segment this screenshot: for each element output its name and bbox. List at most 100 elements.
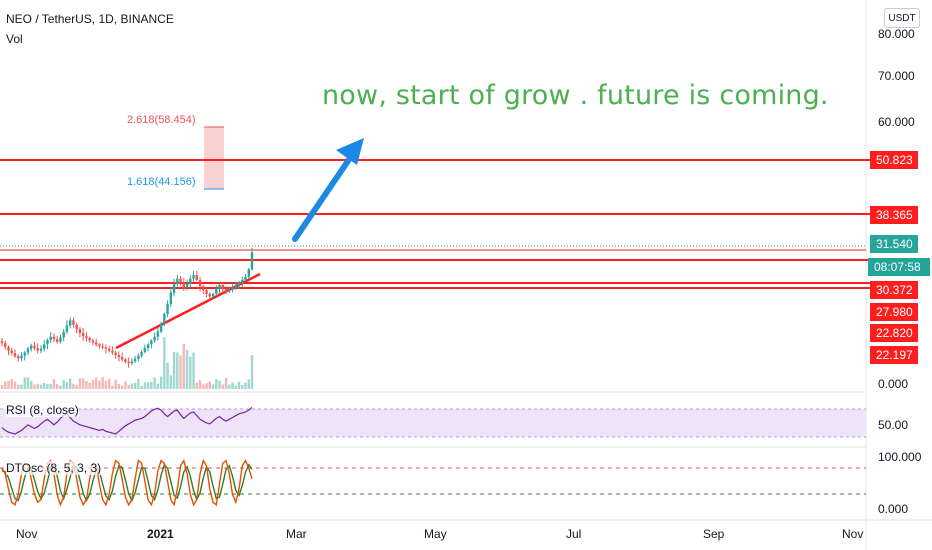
candle-body: [46, 339, 49, 345]
volume-label: Vol: [6, 32, 23, 46]
candle-body: [250, 252, 254, 270]
volume-bar: [127, 384, 130, 389]
candlestick-series: [0, 247, 254, 368]
candle-body: [231, 287, 234, 291]
volume-bar: [163, 337, 166, 389]
candle-body: [26, 348, 30, 353]
time-axis-label: Sep: [703, 527, 725, 541]
volume-bar: [104, 380, 108, 389]
volume-bar: [75, 384, 78, 389]
candle-body: [88, 338, 91, 341]
volume-bar: [247, 379, 250, 389]
currency-button[interactable]: USDT: [884, 8, 920, 28]
candle-body: [176, 278, 179, 284]
candle-body: [218, 285, 221, 289]
price-tag-22820: 22.820: [870, 324, 918, 342]
candle-body: [49, 336, 52, 340]
volume-bar: [195, 382, 199, 389]
price-tag-30372: 30.372: [870, 281, 918, 299]
volume-bar: [107, 378, 111, 389]
volume-bar: [78, 378, 82, 389]
candle-body: [198, 279, 202, 287]
volume-bar: [189, 356, 192, 389]
volume-bar: [124, 381, 127, 389]
candle-body: [179, 278, 182, 283]
volume-bar: [179, 355, 182, 389]
volume-bar: [221, 384, 224, 389]
candle-body: [39, 348, 43, 351]
candle-body: [205, 290, 208, 294]
candle-body: [104, 347, 108, 349]
volume-bar: [39, 384, 43, 389]
price-tag-38365: 38.365: [870, 206, 918, 224]
candle-body: [68, 320, 72, 326]
annotation-text[interactable]: now, start of grow . future is coming.: [322, 80, 829, 111]
volume-bar: [59, 385, 62, 389]
candle-body: [215, 288, 218, 294]
candle-body: [185, 283, 189, 288]
symbol-title[interactable]: NEO / TetherUS, 1D, BINANCE: [6, 12, 174, 26]
candle-body: [52, 336, 56, 340]
volume-bar: [182, 344, 186, 389]
candle-body: [124, 359, 127, 362]
volume-bar: [169, 375, 173, 389]
candle-body: [211, 293, 215, 297]
volume-bar: [143, 382, 147, 389]
volume-bar: [62, 380, 65, 389]
candle-body: [140, 351, 143, 356]
candle-body: [117, 355, 121, 357]
volume-bar: [52, 379, 56, 389]
price-axis-tick: 80.000: [878, 27, 915, 41]
candle-body: [43, 344, 46, 349]
volume-bar: [111, 385, 114, 389]
volume-bar: [208, 381, 211, 389]
candle-body: [237, 282, 241, 286]
dtosc-label[interactable]: DTOsc (8, 5, 3, 3): [6, 461, 102, 475]
volume-bar: [17, 384, 20, 389]
volume-bar: [176, 352, 179, 389]
volume-bar: [159, 376, 163, 389]
candle-body: [81, 332, 85, 337]
candle-body: [247, 269, 250, 277]
candle-body: [241, 279, 244, 283]
candle-body: [208, 293, 211, 297]
candle-body: [111, 350, 114, 353]
dtosc-axis-tick: 0.000: [878, 502, 909, 516]
volume-bar: [49, 383, 52, 389]
volume-bar: [241, 385, 244, 389]
time-axis-label: Nov: [16, 527, 38, 541]
volume-bar: [137, 378, 140, 389]
candle-body: [65, 325, 69, 332]
rsi-label[interactable]: RSI (8, close): [6, 403, 79, 417]
candle-body: [78, 329, 82, 333]
volume-bar: [153, 377, 156, 389]
volume-bar: [0, 384, 4, 389]
volume-bar: [114, 379, 117, 389]
volume-bar: [156, 383, 160, 389]
candle-body: [153, 336, 156, 341]
time-axis-label: 2021: [147, 527, 174, 541]
volume-bar: [244, 382, 247, 389]
candle-body: [20, 355, 23, 359]
volume-bar: [20, 384, 23, 389]
volume-bar: [237, 381, 241, 389]
volume-bar: [150, 381, 153, 389]
candle-body: [221, 285, 224, 289]
candle-body: [7, 346, 10, 351]
candle-body: [163, 314, 166, 325]
time-axis-label: May: [424, 527, 447, 541]
candle-body: [224, 288, 228, 292]
candle-body: [137, 355, 140, 359]
countdown-tag: 08:07:58: [868, 258, 930, 276]
volume-bar: [198, 380, 202, 389]
candle-body: [13, 353, 17, 357]
candle-body: [244, 276, 247, 280]
volume-bar: [133, 382, 137, 389]
dtosc-axis-tick: 100.000: [878, 450, 922, 464]
volume-bar: [68, 378, 72, 389]
rsi-axis-tick: 50.00: [878, 418, 909, 432]
candle-body: [172, 283, 176, 293]
candle-body: [114, 352, 117, 356]
growth-arrow[interactable]: [292, 138, 364, 242]
